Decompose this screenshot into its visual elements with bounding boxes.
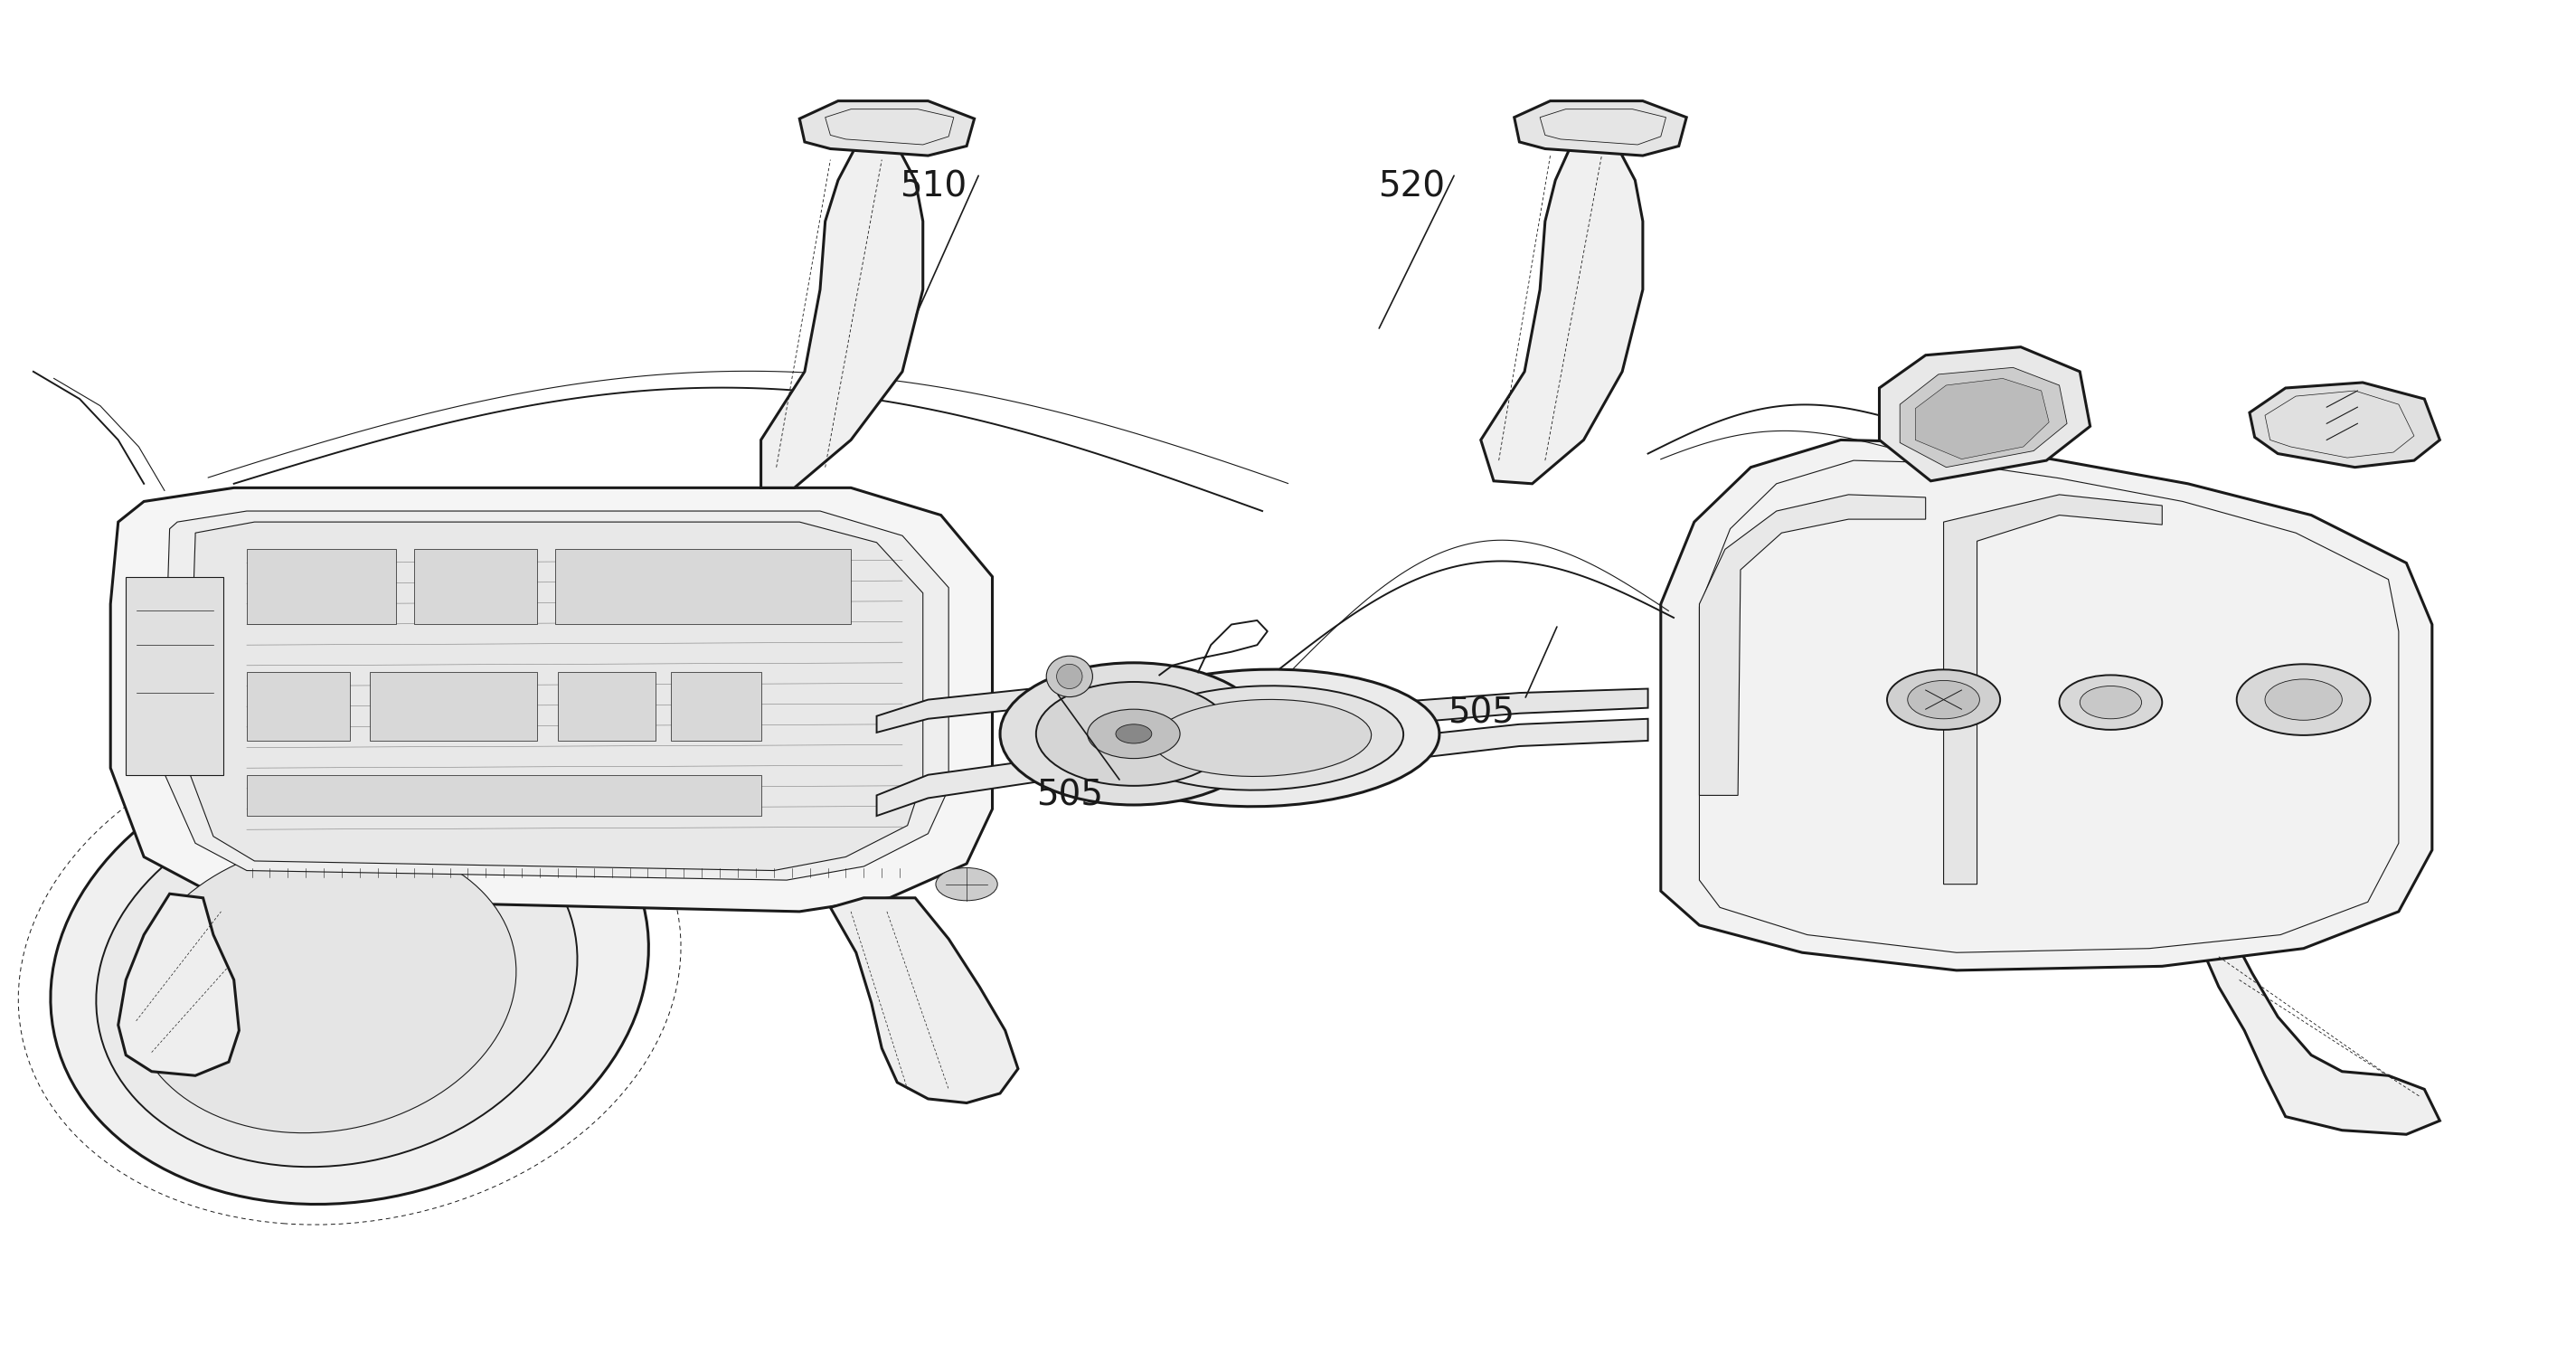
Text: 505: 505 xyxy=(1448,696,1515,730)
Polygon shape xyxy=(2249,383,2439,468)
Polygon shape xyxy=(188,521,922,871)
Bar xyxy=(247,672,350,741)
Bar xyxy=(247,775,760,816)
Circle shape xyxy=(2079,686,2141,719)
Polygon shape xyxy=(1945,495,2161,884)
Polygon shape xyxy=(1515,102,1687,155)
Polygon shape xyxy=(1880,347,2089,482)
Polygon shape xyxy=(2200,938,2439,1135)
Ellipse shape xyxy=(1046,656,1092,697)
Ellipse shape xyxy=(1121,686,1404,790)
Bar xyxy=(247,549,397,624)
Ellipse shape xyxy=(131,841,515,1133)
Circle shape xyxy=(2236,664,2370,735)
Circle shape xyxy=(1909,681,1978,719)
Polygon shape xyxy=(1481,145,1643,484)
Polygon shape xyxy=(111,488,992,911)
Bar xyxy=(559,672,654,741)
Ellipse shape xyxy=(95,793,577,1166)
Circle shape xyxy=(999,663,1267,805)
Ellipse shape xyxy=(1056,664,1082,689)
Ellipse shape xyxy=(1154,700,1370,777)
Bar xyxy=(415,549,538,624)
Polygon shape xyxy=(829,897,1018,1103)
Text: 505: 505 xyxy=(1036,778,1103,812)
Polygon shape xyxy=(760,145,922,488)
Polygon shape xyxy=(1700,495,1927,796)
Text: 510: 510 xyxy=(899,170,966,204)
Circle shape xyxy=(1087,709,1180,759)
Circle shape xyxy=(935,868,997,900)
Polygon shape xyxy=(1901,368,2066,468)
Bar xyxy=(556,549,850,624)
Ellipse shape xyxy=(1084,670,1440,807)
Circle shape xyxy=(1888,670,1999,730)
Circle shape xyxy=(2264,679,2342,720)
Polygon shape xyxy=(162,510,948,879)
Polygon shape xyxy=(876,683,1121,733)
Polygon shape xyxy=(876,752,1121,816)
Ellipse shape xyxy=(52,742,649,1205)
Polygon shape xyxy=(118,893,240,1076)
Bar xyxy=(670,672,760,741)
Polygon shape xyxy=(799,102,974,155)
Bar xyxy=(126,576,224,775)
Bar xyxy=(371,672,538,741)
Circle shape xyxy=(1115,724,1151,744)
Polygon shape xyxy=(1917,379,2048,460)
Text: 520: 520 xyxy=(1378,170,1445,204)
Polygon shape xyxy=(1662,440,2432,970)
Circle shape xyxy=(1036,682,1231,786)
Circle shape xyxy=(2058,675,2161,730)
Polygon shape xyxy=(1267,689,1649,733)
Polygon shape xyxy=(1267,719,1649,775)
